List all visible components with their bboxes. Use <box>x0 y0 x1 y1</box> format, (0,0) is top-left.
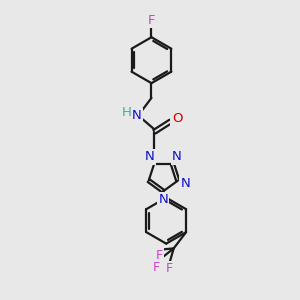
Text: F: F <box>148 14 155 27</box>
Text: O: O <box>172 112 182 125</box>
Text: F: F <box>152 261 160 274</box>
Text: N: N <box>172 150 182 164</box>
Text: N: N <box>145 150 154 164</box>
Text: F: F <box>155 249 163 262</box>
Text: H: H <box>122 106 132 118</box>
Text: F: F <box>166 262 173 275</box>
Text: N: N <box>132 109 142 122</box>
Text: N: N <box>158 193 168 206</box>
Text: N: N <box>181 177 190 190</box>
